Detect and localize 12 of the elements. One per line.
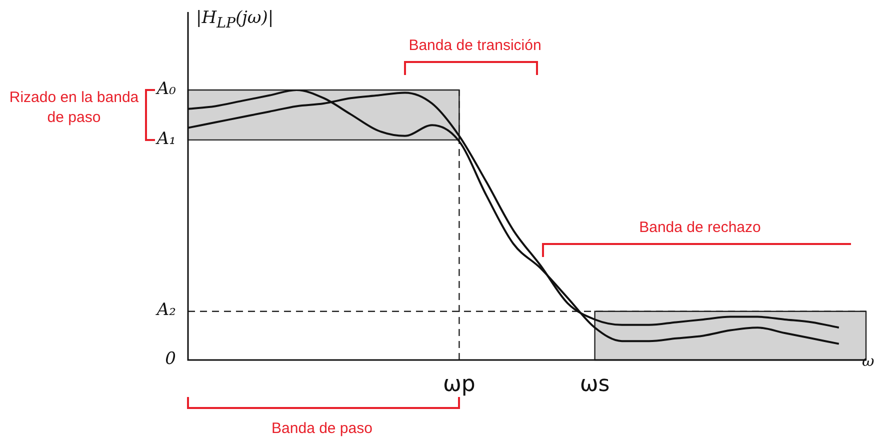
x-axis-title: ω [862, 352, 874, 370]
y-axis-title: |H$_{LP}$(jω)| [196, 8, 274, 32]
annotation: Banda de rechazo [638, 218, 762, 238]
text: A₀ [154, 79, 176, 99]
x-tick-label: ωs [580, 372, 610, 397]
text: Rizado en la banda de paso [8, 88, 140, 128]
text: A₁ [154, 129, 176, 149]
text: Banda de transición [408, 36, 542, 56]
x-tick-label: ωp [443, 372, 476, 397]
text: A₂ [154, 300, 176, 320]
text: 0 [164, 349, 176, 369]
text: Banda de paso [270, 419, 374, 439]
